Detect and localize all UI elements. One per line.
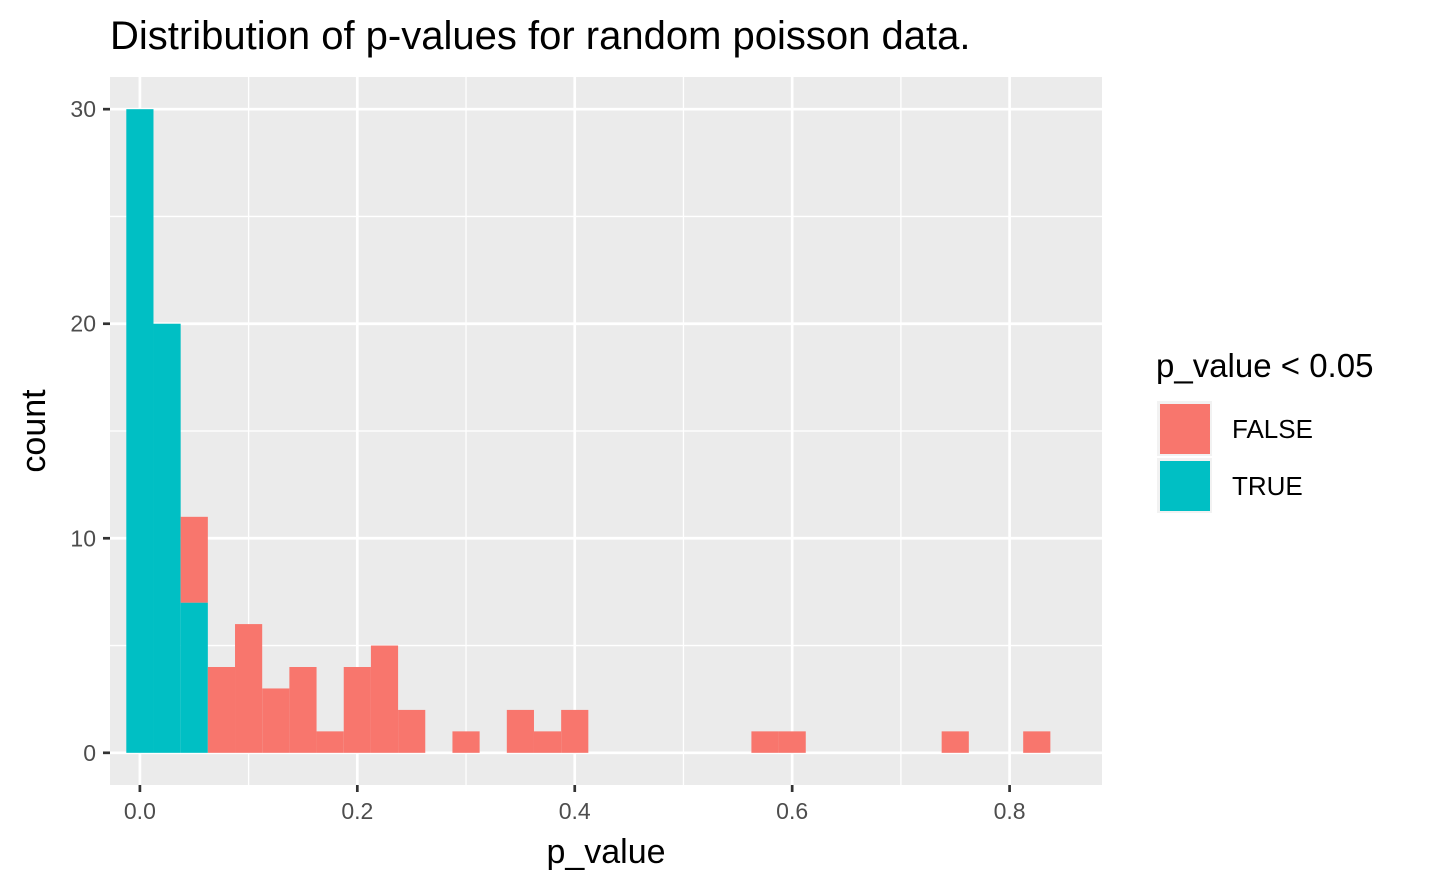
legend-label-false: FALSE [1232,414,1313,444]
y-tick-label: 30 [70,96,96,122]
y-axis: 0 10 20 30 [70,96,110,766]
bar-false [506,709,534,753]
x-tick-label: 0.4 [559,798,591,824]
bar-false [561,709,589,753]
bar-false [1023,731,1051,753]
legend-swatch-false [1160,404,1210,454]
legend-label-true: TRUE [1232,471,1303,501]
bar-false [207,667,236,753]
y-axis-title: count [15,389,53,473]
x-axis: 0.0 0.2 0.4 0.6 0.8 [124,785,1026,824]
x-axis-title: p_value [546,833,665,871]
bar-false [316,731,344,753]
x-tick-label: 0.0 [124,798,156,824]
legend-swatch-true [1160,461,1210,511]
bar-false [452,731,480,753]
bar-false [235,624,263,753]
bar-true [126,109,154,753]
x-tick-label: 0.2 [341,798,373,824]
x-tick-label: 0.6 [776,798,808,824]
y-tick-label: 10 [70,525,96,551]
legend: p_value < 0.05 FALSE TRUE [1156,347,1373,513]
bar-false [398,709,426,753]
bar-false [343,667,371,753]
bar-false [180,516,208,603]
x-tick-label: 0.8 [994,798,1026,824]
bar-false [533,731,562,753]
minor-gridlines [110,77,1102,785]
bar-false [941,731,969,753]
chart-title: Distribution of p-values for random pois… [110,14,970,58]
y-tick-label: 0 [83,740,96,766]
bar-false [289,667,317,753]
bar-false [778,731,806,753]
bar-false [751,731,779,753]
bar-false [262,688,290,753]
legend-title: p_value < 0.05 [1156,347,1373,384]
bar-true [153,323,181,753]
histogram-bars [126,109,1051,753]
bar-true [180,602,208,753]
y-tick-label: 20 [70,311,96,337]
bar-false [370,645,399,753]
